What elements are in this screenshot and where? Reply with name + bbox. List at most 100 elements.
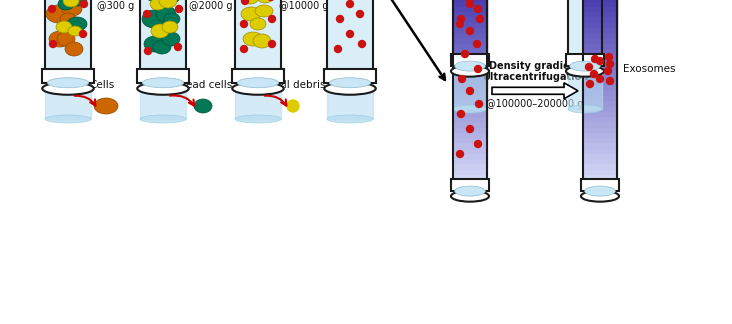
Text: Dead cells: Dead cells	[178, 80, 232, 90]
Polygon shape	[453, 53, 487, 58]
Polygon shape	[453, 0, 487, 1]
Polygon shape	[453, 58, 487, 64]
Polygon shape	[583, 0, 617, 179]
Circle shape	[466, 1, 474, 7]
Polygon shape	[45, 74, 91, 119]
Ellipse shape	[145, 0, 167, 2]
Text: @2000 g: @2000 g	[189, 1, 232, 11]
Ellipse shape	[69, 0, 87, 6]
Polygon shape	[583, 16, 617, 21]
Ellipse shape	[68, 26, 82, 36]
Ellipse shape	[63, 0, 79, 7]
Ellipse shape	[329, 78, 370, 88]
Polygon shape	[453, 6, 487, 11]
Ellipse shape	[232, 82, 284, 95]
Circle shape	[466, 87, 474, 95]
Bar	[451, 179, 489, 191]
Polygon shape	[583, 90, 617, 95]
Polygon shape	[453, 132, 487, 137]
Polygon shape	[453, 85, 487, 90]
Ellipse shape	[137, 82, 189, 95]
Polygon shape	[583, 137, 617, 142]
Polygon shape	[583, 11, 617, 16]
Ellipse shape	[57, 32, 75, 46]
Circle shape	[466, 0, 474, 3]
Polygon shape	[583, 168, 617, 174]
Polygon shape	[583, 111, 617, 116]
Ellipse shape	[150, 0, 166, 10]
Ellipse shape	[67, 17, 87, 31]
Polygon shape	[583, 158, 617, 163]
Ellipse shape	[253, 34, 271, 48]
Circle shape	[591, 71, 597, 77]
Polygon shape	[140, 74, 186, 119]
Polygon shape	[327, 0, 373, 69]
Ellipse shape	[144, 36, 166, 52]
Polygon shape	[453, 0, 487, 54]
Polygon shape	[583, 53, 617, 58]
Ellipse shape	[45, 115, 91, 123]
Ellipse shape	[453, 105, 487, 113]
Circle shape	[586, 64, 592, 71]
Polygon shape	[235, 0, 281, 69]
Polygon shape	[583, 100, 617, 106]
Ellipse shape	[327, 115, 373, 123]
Polygon shape	[583, 58, 617, 64]
Circle shape	[458, 16, 465, 22]
Circle shape	[474, 40, 480, 48]
Ellipse shape	[49, 31, 71, 47]
Polygon shape	[453, 137, 487, 142]
Circle shape	[605, 67, 611, 75]
Circle shape	[174, 43, 182, 51]
Polygon shape	[453, 1, 487, 6]
Circle shape	[476, 100, 482, 108]
Polygon shape	[583, 64, 617, 69]
Ellipse shape	[164, 13, 180, 25]
Circle shape	[356, 10, 364, 17]
Polygon shape	[453, 100, 487, 106]
Polygon shape	[583, 174, 617, 179]
Circle shape	[144, 48, 152, 54]
Text: @10000 g: @10000 g	[279, 1, 329, 11]
Polygon shape	[453, 32, 487, 37]
Polygon shape	[453, 42, 487, 48]
Polygon shape	[583, 37, 617, 42]
Circle shape	[461, 51, 468, 57]
Circle shape	[50, 40, 56, 48]
Ellipse shape	[242, 0, 258, 4]
Ellipse shape	[60, 13, 76, 25]
Ellipse shape	[159, 0, 177, 8]
Circle shape	[143, 10, 151, 17]
Polygon shape	[492, 83, 578, 99]
Ellipse shape	[62, 2, 82, 16]
Circle shape	[359, 40, 365, 48]
Polygon shape	[453, 79, 487, 85]
Polygon shape	[453, 111, 487, 116]
Circle shape	[80, 30, 86, 38]
Circle shape	[457, 20, 463, 28]
Circle shape	[457, 151, 463, 157]
Circle shape	[242, 0, 248, 5]
Polygon shape	[583, 6, 617, 11]
Circle shape	[346, 1, 354, 7]
Ellipse shape	[48, 78, 89, 88]
Ellipse shape	[568, 105, 602, 113]
Circle shape	[458, 75, 466, 83]
Circle shape	[346, 30, 354, 38]
Bar	[451, 54, 489, 66]
Ellipse shape	[455, 61, 485, 71]
Text: Cells: Cells	[89, 80, 115, 90]
Ellipse shape	[162, 32, 180, 46]
Circle shape	[607, 61, 613, 67]
Polygon shape	[583, 48, 617, 53]
Polygon shape	[453, 64, 487, 69]
Ellipse shape	[42, 82, 94, 95]
Ellipse shape	[194, 99, 212, 113]
Ellipse shape	[46, 5, 72, 23]
Circle shape	[458, 110, 465, 118]
Polygon shape	[583, 21, 617, 27]
Polygon shape	[453, 16, 487, 21]
Text: Density gradient: Density gradient	[489, 61, 581, 71]
Polygon shape	[453, 116, 487, 121]
Ellipse shape	[235, 115, 281, 123]
